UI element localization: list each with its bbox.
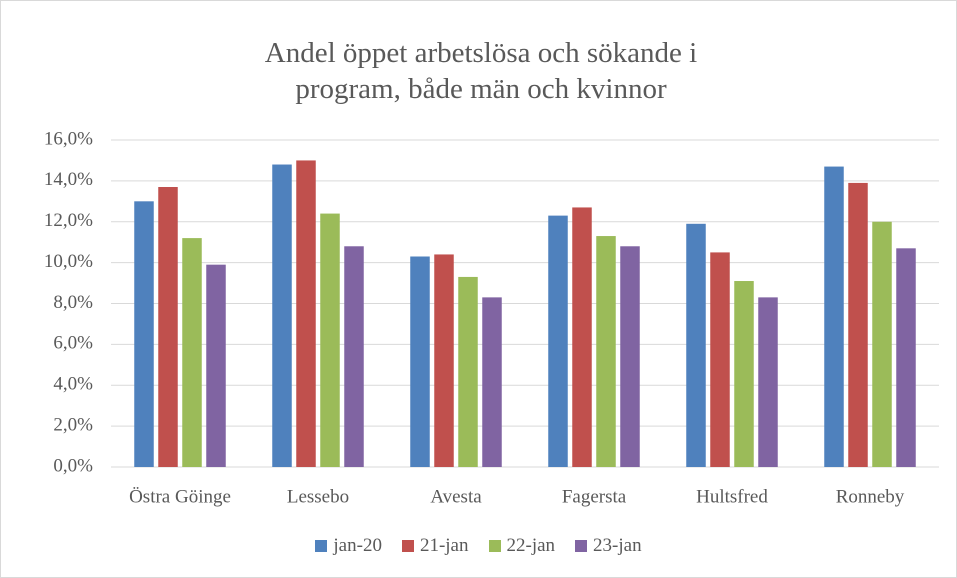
- bar: [848, 182, 868, 467]
- bar: [548, 215, 568, 467]
- bar: [872, 221, 892, 467]
- bar: [134, 201, 154, 467]
- x-tick-label: Fagersta: [562, 486, 627, 507]
- bar: [686, 223, 706, 467]
- x-tick-label: Lessebo: [287, 486, 349, 507]
- y-tick-label: 2,0%: [53, 414, 93, 435]
- bar: [572, 207, 592, 467]
- y-tick-label: 12,0%: [44, 210, 93, 231]
- bar: [458, 276, 478, 467]
- bar: [344, 246, 364, 467]
- y-tick-label: 8,0%: [53, 292, 93, 313]
- bar: [596, 236, 616, 467]
- legend-swatch: [315, 540, 328, 552]
- legend-item: 23-jan: [575, 535, 642, 557]
- y-tick-label: 4,0%: [53, 374, 93, 395]
- x-tick-label: Östra Göinge: [129, 486, 231, 507]
- legend-swatch: [575, 540, 588, 552]
- legend-label: 23-jan: [593, 535, 642, 556]
- bar: [434, 254, 454, 467]
- bar: [158, 187, 178, 467]
- bar: [896, 248, 916, 467]
- x-tick-label: Avesta: [430, 486, 482, 507]
- legend-item: 21-jan: [401, 535, 469, 557]
- bar: [710, 252, 730, 467]
- legend-swatch: [488, 540, 501, 552]
- legend-label: 21-jan: [419, 535, 469, 556]
- bar: [320, 213, 340, 467]
- y-tick-label: 14,0%: [44, 169, 93, 190]
- legend-label: 22-jan: [506, 535, 556, 556]
- bar: [734, 281, 754, 467]
- bar: [410, 256, 430, 467]
- legend-item: jan-20: [315, 535, 382, 557]
- y-tick-label: 0,0%: [53, 455, 93, 476]
- y-tick-label: 10,0%: [44, 251, 93, 272]
- legend-item: 22-jan: [488, 535, 556, 557]
- bar: [824, 166, 844, 467]
- legend-label: jan-20: [333, 535, 382, 556]
- bar: [296, 160, 316, 467]
- bar: [482, 297, 502, 467]
- y-tick-label: 6,0%: [53, 333, 93, 354]
- bar: [206, 264, 226, 467]
- y-tick-label: 16,0%: [44, 128, 93, 149]
- x-tick-label: Ronneby: [836, 486, 905, 507]
- bar: [620, 246, 640, 467]
- chart-title: Andel öppet arbetslösa och sökande i pro…: [264, 37, 698, 105]
- x-tick-label: Hultsfred: [696, 486, 768, 507]
- bar: [272, 164, 292, 467]
- bar: [182, 238, 202, 467]
- legend-swatch: [401, 540, 414, 552]
- legend: jan-20 21-jan 22-jan 23-jan: [1, 535, 956, 557]
- bar: [758, 297, 778, 467]
